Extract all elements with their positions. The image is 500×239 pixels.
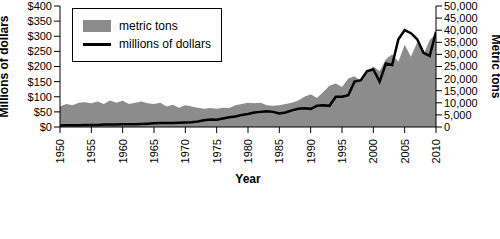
- svg-text:$300: $300: [28, 30, 52, 42]
- svg-text:$50: $50: [34, 106, 52, 118]
- svg-text:1965: 1965: [148, 139, 160, 163]
- svg-text:1995: 1995: [336, 139, 348, 163]
- svg-text:50,000: 50,000: [444, 0, 478, 12]
- svg-text:20,000: 20,000: [444, 73, 478, 85]
- svg-text:0: 0: [444, 121, 450, 133]
- svg-text:$400: $400: [28, 0, 52, 12]
- html-text:millions of dollars: millions of dollars: [119, 37, 211, 51]
- svg-text:$100: $100: [28, 91, 52, 103]
- svg-text:1985: 1985: [273, 139, 285, 163]
- svg-text:1955: 1955: [85, 139, 97, 163]
- svg-text:1980: 1980: [242, 139, 254, 163]
- svg-text:1975: 1975: [211, 139, 223, 163]
- svg-text:Year: Year: [235, 172, 261, 186]
- svg-text:1970: 1970: [179, 139, 191, 163]
- svg-text:2005: 2005: [399, 139, 411, 163]
- svg-text:2000: 2000: [367, 139, 379, 163]
- svg-text:10,000: 10,000: [444, 97, 478, 109]
- svg-text:$250: $250: [28, 45, 52, 57]
- svg-text:$350: $350: [28, 15, 52, 27]
- svg-text:Metric tons: Metric tons: [489, 34, 500, 98]
- svg-text:35,000: 35,000: [444, 36, 478, 48]
- svg-text:25,000: 25,000: [444, 60, 478, 72]
- svg-text:Millions of dollars: Millions of dollars: [0, 15, 11, 117]
- svg-text:5,000: 5,000: [444, 109, 472, 121]
- svg-text:$200: $200: [28, 60, 52, 72]
- svg-text:15,000: 15,000: [444, 85, 478, 97]
- svg-text:1990: 1990: [305, 139, 317, 163]
- html-text:metric tons: metric tons: [119, 19, 178, 33]
- svg-text:2010: 2010: [430, 139, 442, 163]
- svg-text:30,000: 30,000: [444, 48, 478, 60]
- svg-text:45,000: 45,000: [444, 12, 478, 24]
- svg-text:$0: $0: [40, 121, 52, 133]
- svg-text:1950: 1950: [54, 139, 66, 163]
- svg-text:40,000: 40,000: [444, 24, 478, 36]
- svg-text:1960: 1960: [117, 139, 129, 163]
- svg-text:$150: $150: [28, 76, 52, 88]
